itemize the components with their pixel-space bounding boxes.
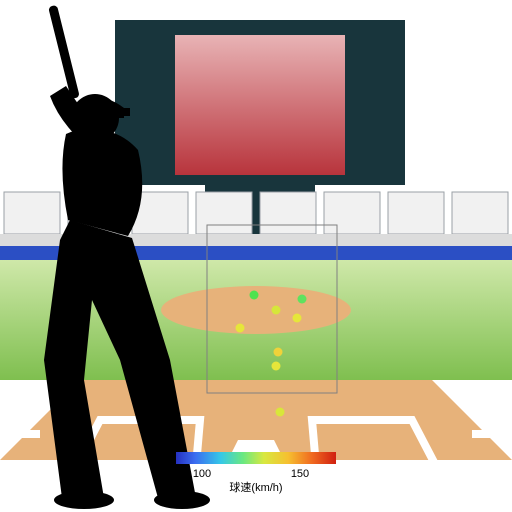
pitch-marker — [293, 314, 302, 323]
pitch-marker — [274, 348, 283, 357]
pitch-marker — [272, 306, 281, 315]
pitch-marker — [276, 408, 285, 417]
pitch-marker — [298, 295, 307, 304]
pitch-marker — [250, 291, 259, 300]
colorbar-tick: 100 — [193, 468, 211, 480]
pitch-marker — [236, 324, 245, 333]
colorbar-tick: 150 — [291, 468, 309, 480]
pitch-location-chart: 100 150 球速(km/h) — [0, 0, 512, 512]
chart-svg: 100 150 球速(km/h) — [0, 0, 512, 512]
pitch-marker — [272, 362, 281, 371]
colorbar-label: 球速(km/h) — [229, 480, 282, 494]
